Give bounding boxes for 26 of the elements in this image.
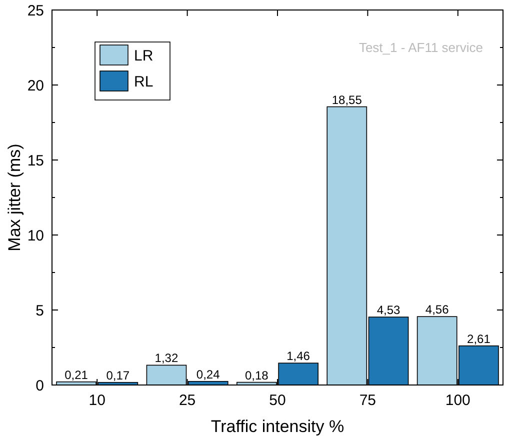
data-label: 4,56 (425, 302, 450, 317)
legend-label: LR (134, 47, 154, 64)
data-label: 2,61 (467, 332, 491, 346)
x-tick-label: 100 (445, 392, 470, 409)
data-label: 1,46 (286, 349, 310, 364)
data-label: 0,18 (245, 368, 269, 382)
data-label: 0,17 (106, 368, 130, 382)
y-tick-label: 0 (36, 377, 44, 394)
legend-label: RL (134, 73, 154, 90)
y-tick-label: 20 (27, 77, 44, 94)
data-label: 0,24 (196, 367, 220, 382)
x-tick-label: 75 (359, 392, 376, 409)
y-tick-label: 10 (27, 227, 44, 244)
data-label: 0,21 (64, 368, 88, 382)
x-tick-label: 50 (269, 392, 286, 409)
y-axis-title: Max jitter (ms) (5, 144, 24, 252)
data-label: 1,32 (154, 351, 178, 366)
x-tick-label: 10 (88, 392, 106, 409)
y-tick-label: 25 (27, 2, 44, 20)
data-label: 18,55 (332, 92, 362, 107)
y-tick-label: 5 (36, 302, 44, 320)
x-axis-title: Traffic intensity % (210, 417, 344, 436)
data-label: 4,53 (376, 303, 401, 318)
annotation: Test_1 - AF11 service (358, 40, 483, 55)
y-tick-label: 15 (27, 152, 44, 170)
x-tick-label: 25 (178, 392, 196, 409)
